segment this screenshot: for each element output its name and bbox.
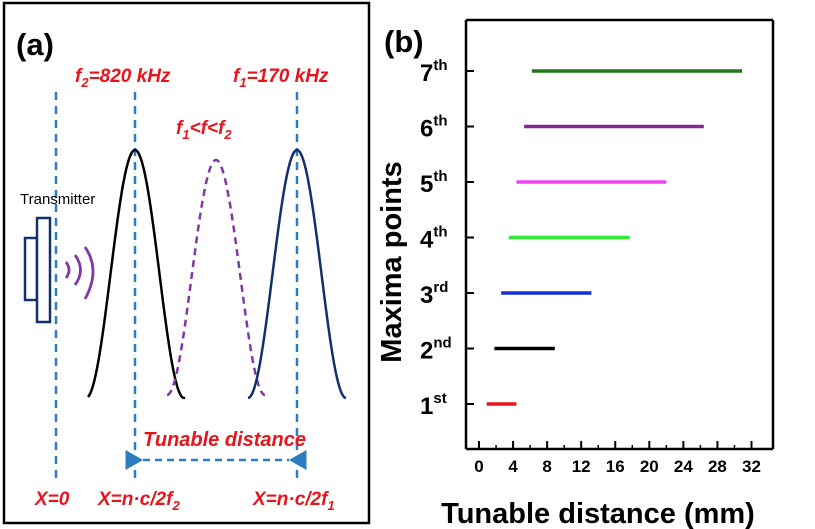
- x-tick-label: 32: [742, 457, 761, 476]
- x-tick-label: 8: [542, 457, 551, 476]
- category-label: 6th: [420, 113, 448, 143]
- x0-label: X=0: [34, 489, 70, 510]
- x-tick-label: 12: [572, 457, 591, 476]
- transmitter-icon: [23, 216, 52, 324]
- tunable-distance-label: Tunable distance: [143, 429, 306, 451]
- frequency-range-label: f1<f<f2: [176, 118, 232, 142]
- panel-a-label: (a): [16, 27, 54, 62]
- f1-label: f1=170 kHz: [233, 66, 329, 90]
- x-tick-label: 4: [508, 457, 518, 476]
- panel-a-frame: [2, 1, 371, 525]
- wave-f2: [87, 148, 186, 400]
- category-label: 2nd: [420, 335, 452, 365]
- panel-a: (a) f2=820 kHz f1=170 kHz f1<f<f2 Transm…: [2, 1, 371, 525]
- f2-label: f2=820 kHz: [75, 66, 171, 90]
- category-label: 4th: [420, 224, 448, 254]
- category-label: 7th: [420, 57, 448, 87]
- x-tick-label: 20: [640, 457, 659, 476]
- panel-b: (b) Maxima points Tunable distance (mm) …: [376, 18, 775, 529]
- x-ticks: 0 4 8 12 16 20 24 28 32: [474, 441, 761, 476]
- signal-waves-icon: [64, 246, 95, 300]
- xf1-label: X=n·c/2f1: [252, 489, 335, 513]
- category-label: 3rd: [420, 279, 448, 309]
- y-ticks: [466, 70, 474, 405]
- category-label: 5th: [420, 168, 448, 198]
- x-axis-title: Tunable distance (mm): [441, 498, 755, 529]
- x-tick-label: 16: [606, 457, 625, 476]
- x-tick-label: 24: [674, 457, 693, 476]
- x-tick-label: 0: [474, 457, 483, 476]
- wave-intermediate: [166, 158, 266, 397]
- x-tick-label: 28: [708, 457, 727, 476]
- category-label: 1st: [420, 390, 447, 420]
- transmitter-label: Transmitter: [20, 191, 95, 208]
- xf2-label: X=n·c/2f2: [97, 489, 180, 513]
- category-labels: 1st 2nd 3rd 4th 5th 6th 7th: [420, 57, 452, 420]
- panel-b-label: (b): [384, 24, 424, 59]
- wave-f1: [247, 148, 347, 400]
- y-axis-title: Maxima points: [376, 161, 408, 362]
- range-bars: [486, 69, 743, 406]
